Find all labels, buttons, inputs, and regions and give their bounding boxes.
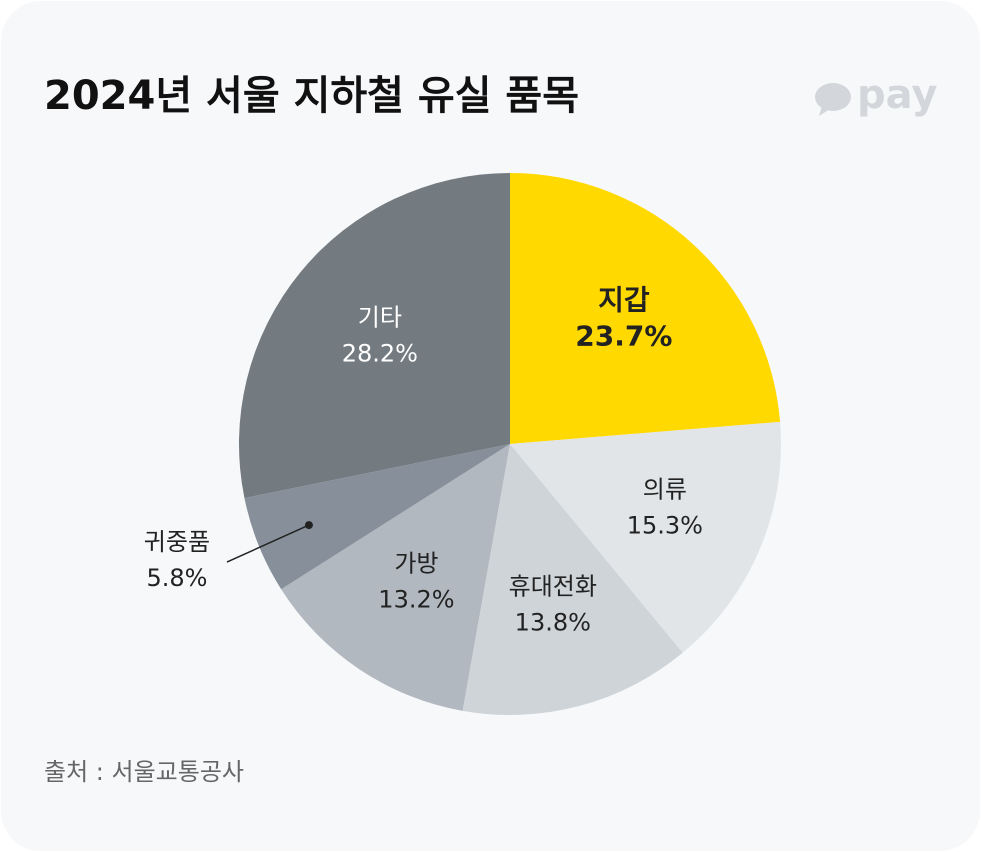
logo: pay: [815, 72, 937, 118]
chart-title: 2024년 서울 지하철 유실 품목: [44, 73, 579, 119]
slice-value-label: 23.7%: [575, 319, 672, 352]
slice-label: 휴대전화: [509, 572, 597, 600]
slice-value-label: 13.2%: [378, 586, 454, 614]
slice-value-label: 28.2%: [342, 340, 418, 368]
pie-slice: [238, 173, 510, 499]
slice-label: 기타: [358, 304, 402, 332]
pie-slice: [281, 444, 510, 711]
source: 출처 : 서울교통공사: [44, 758, 244, 786]
leader-line: [226, 524, 310, 563]
slice-label: 지갑: [598, 283, 650, 316]
pie-slice: [510, 173, 781, 444]
slice-value-label: 5.8%: [146, 564, 207, 592]
pie-slice: [462, 444, 683, 715]
logo-text: pay: [857, 72, 937, 118]
pie-slice: [244, 444, 510, 590]
pie-slice: [510, 421, 781, 653]
slice-label: 귀중품: [144, 528, 210, 556]
logo-bubble-tail: [819, 106, 830, 116]
slice-label: 가방: [394, 550, 438, 578]
logo-bubble: [815, 83, 851, 111]
slice-value-label: 15.3%: [627, 511, 703, 539]
slice-value-label: 13.8%: [515, 608, 591, 636]
slice-label: 의류: [643, 475, 687, 503]
